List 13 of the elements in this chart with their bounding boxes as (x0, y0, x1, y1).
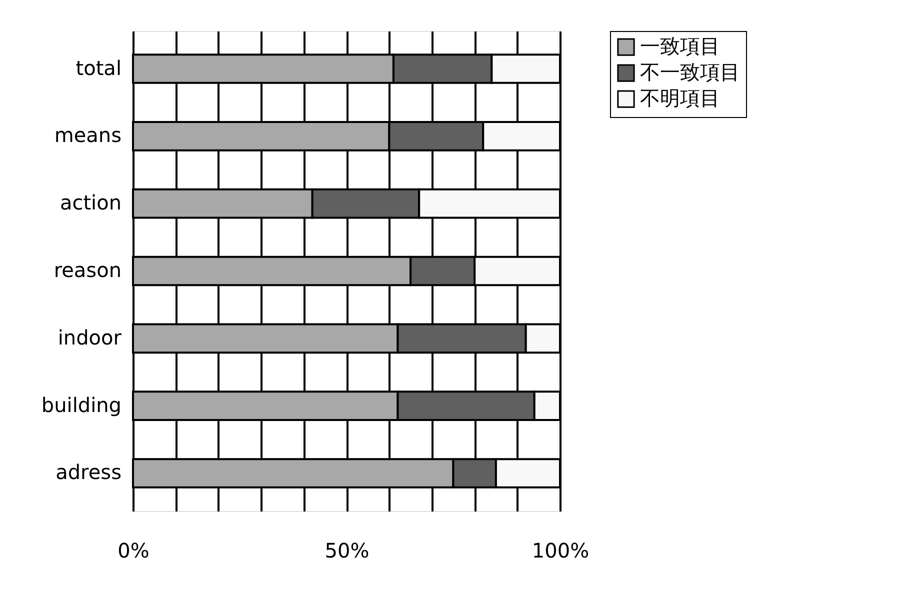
y-tick-label: indoor (58, 325, 122, 350)
legend-label: 不一致項目 (640, 60, 740, 84)
y-tick-label: reason (54, 258, 122, 282)
y-tick-label: building (41, 392, 122, 417)
y-tick-label: adress (56, 460, 122, 484)
y-tick-label: total (76, 56, 122, 80)
legend-label: 不明項目 (640, 86, 720, 110)
x-tick-label: 0% (118, 538, 150, 562)
x-tick-label: 100% (532, 538, 590, 562)
legend-label: 一致項目 (640, 34, 720, 58)
y-tick-label: action (60, 190, 122, 215)
y-tick-label: means (54, 123, 122, 148)
x-tick-label: 50% (324, 538, 370, 562)
